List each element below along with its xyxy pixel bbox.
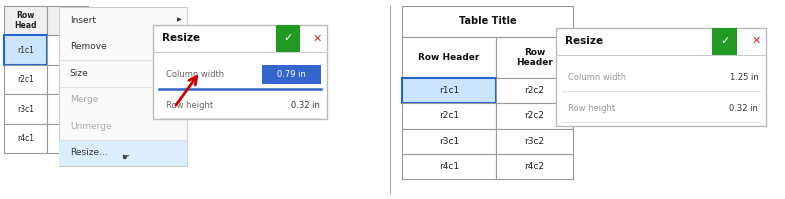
Bar bbox=[4, 94, 47, 124]
Text: r2c2: r2c2 bbox=[524, 86, 545, 95]
Text: ✓: ✓ bbox=[283, 33, 293, 43]
Bar bbox=[59, 7, 187, 166]
Text: 1.25 in: 1.25 in bbox=[729, 73, 758, 82]
Text: Remove: Remove bbox=[70, 42, 107, 51]
Bar bbox=[402, 103, 496, 129]
Bar bbox=[712, 28, 737, 55]
Bar bbox=[262, 65, 321, 84]
Bar bbox=[47, 124, 88, 153]
Text: r3c1: r3c1 bbox=[17, 104, 34, 114]
Text: ☛: ☛ bbox=[122, 153, 130, 162]
Text: Row Header: Row Header bbox=[418, 53, 480, 62]
Text: r1c1: r1c1 bbox=[17, 46, 34, 55]
Bar bbox=[4, 6, 47, 35]
Text: Row height: Row height bbox=[166, 101, 213, 110]
Text: Resize: Resize bbox=[565, 36, 604, 46]
Text: Row: Row bbox=[58, 16, 77, 25]
Bar bbox=[402, 6, 573, 37]
Bar bbox=[153, 25, 327, 119]
Bar bbox=[47, 65, 88, 94]
Text: r4c1: r4c1 bbox=[17, 134, 34, 143]
Text: Resize: Resize bbox=[162, 33, 201, 43]
Text: Resize...: Resize... bbox=[70, 148, 108, 157]
Text: 0.79 in: 0.79 in bbox=[277, 70, 306, 79]
Text: 0.32 in: 0.32 in bbox=[290, 101, 319, 110]
Bar bbox=[47, 94, 88, 124]
Text: Size: Size bbox=[70, 69, 89, 78]
Bar bbox=[4, 124, 47, 153]
Bar bbox=[4, 65, 47, 94]
Text: Insert: Insert bbox=[70, 16, 96, 25]
Text: ▶: ▶ bbox=[177, 18, 182, 23]
Bar bbox=[496, 154, 573, 179]
Text: r4c1: r4c1 bbox=[439, 162, 459, 171]
Bar bbox=[496, 103, 573, 129]
Text: ▶: ▶ bbox=[177, 44, 182, 49]
Text: ✕: ✕ bbox=[312, 33, 322, 43]
Text: ✓: ✓ bbox=[720, 36, 729, 46]
Bar bbox=[402, 129, 496, 154]
Text: ▶: ▶ bbox=[177, 97, 182, 102]
Bar bbox=[496, 37, 573, 78]
Bar bbox=[496, 78, 573, 103]
Text: r2c1: r2c1 bbox=[439, 111, 459, 120]
Text: Row height: Row height bbox=[568, 104, 615, 113]
Text: Unmerge: Unmerge bbox=[70, 122, 111, 131]
Text: r2c1: r2c1 bbox=[17, 75, 34, 84]
Bar bbox=[59, 140, 187, 166]
Text: r1c1: r1c1 bbox=[439, 86, 459, 95]
Bar bbox=[47, 35, 88, 65]
Text: ▶: ▶ bbox=[177, 71, 182, 76]
Text: Merge: Merge bbox=[70, 95, 98, 104]
Bar bbox=[402, 78, 496, 103]
Text: r2c2: r2c2 bbox=[524, 111, 545, 120]
Bar bbox=[276, 25, 300, 52]
Text: r3c1: r3c1 bbox=[439, 137, 459, 146]
Text: Table Title: Table Title bbox=[458, 16, 517, 26]
Bar bbox=[4, 35, 47, 65]
Text: ✕: ✕ bbox=[752, 36, 761, 46]
Text: 0.32 in: 0.32 in bbox=[729, 104, 758, 113]
Text: Column width: Column width bbox=[166, 70, 224, 79]
Bar bbox=[556, 28, 766, 126]
Text: Column width: Column width bbox=[568, 73, 626, 82]
Bar bbox=[47, 6, 88, 35]
Text: Row
Header: Row Header bbox=[517, 48, 553, 66]
Text: r3c2: r3c2 bbox=[524, 137, 545, 146]
Bar bbox=[496, 129, 573, 154]
Bar bbox=[402, 154, 496, 179]
Bar bbox=[402, 37, 496, 78]
Text: Row
Head: Row Head bbox=[14, 11, 37, 30]
Text: r4c2: r4c2 bbox=[524, 162, 545, 171]
